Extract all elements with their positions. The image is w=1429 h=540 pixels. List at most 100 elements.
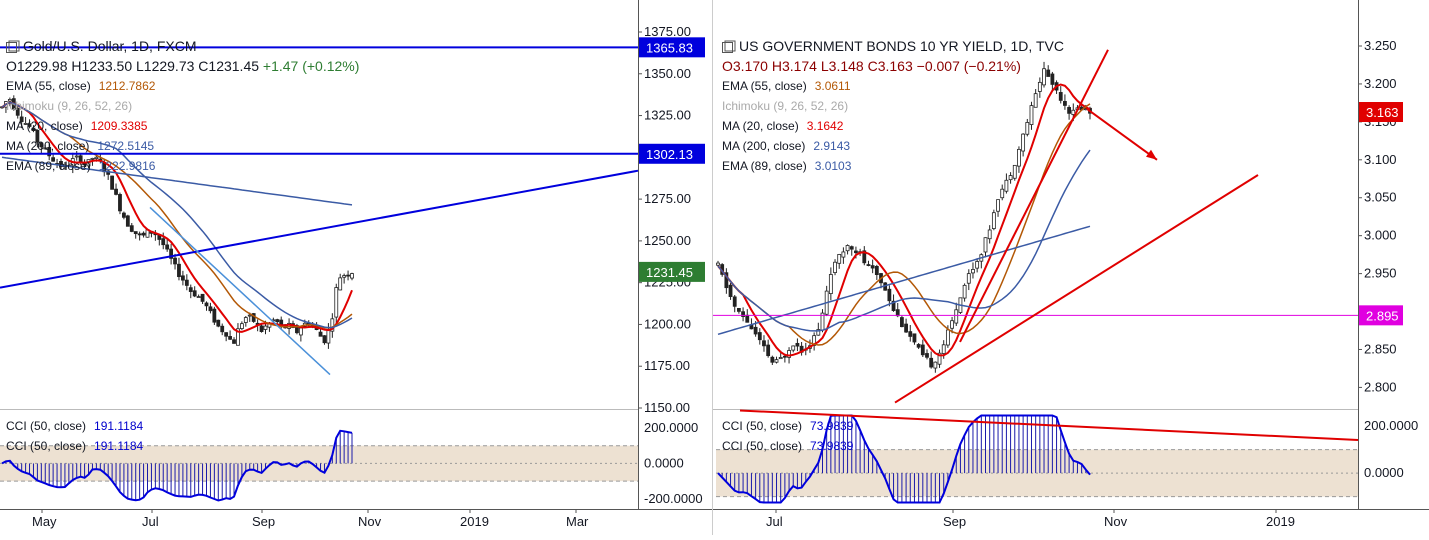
study-name: MA (20, close) <box>6 119 83 133</box>
x-tick-label: Mar <box>566 514 589 529</box>
candle-body <box>1046 69 1051 77</box>
price-tag-bg <box>639 143 705 164</box>
candle-body <box>791 345 796 351</box>
ema89-line <box>1 101 353 329</box>
x-tick-label: 2019 <box>460 514 489 529</box>
collapse-icon[interactable] <box>6 41 17 53</box>
candle-body <box>732 296 737 307</box>
candle-body <box>904 323 908 333</box>
trendline-falling <box>149 206 331 376</box>
candle-body <box>757 332 762 341</box>
candle-body <box>188 287 193 292</box>
yield-study-ma20[interactable]: MA (20, close) 3.1642 <box>722 116 1064 136</box>
candle-body <box>912 333 917 343</box>
yield-cci-row[interactable]: CCI (50, close) 73.9839 <box>722 416 853 436</box>
cci-line <box>717 414 1091 504</box>
candle-body <box>929 357 934 368</box>
yield-study-ma200[interactable]: MA (200, close) 2.9143 <box>722 136 1064 156</box>
candle-body <box>35 129 40 143</box>
candle-body <box>983 237 988 253</box>
y-tick-label: 1175.00 <box>644 358 690 373</box>
candle-body <box>298 327 303 336</box>
ma200-line <box>717 225 1091 336</box>
candle-body <box>350 273 354 279</box>
study-name: EMA (89, close) <box>6 159 91 173</box>
y-tick-label: 3.100 <box>1364 152 1397 167</box>
candle-body <box>141 232 146 236</box>
candles <box>0 95 354 349</box>
candle-body <box>991 212 996 229</box>
study-value: 1209.3385 <box>90 119 148 133</box>
cci-name: CCI (50, close) <box>6 419 87 433</box>
cci-tick-label: -200.0000 <box>644 491 703 506</box>
candle-body <box>177 263 181 278</box>
gold-study-ema89[interactable]: EMA (89, close) 1222.9816 <box>6 156 359 176</box>
candle-body <box>59 161 63 168</box>
candle-body <box>787 350 791 358</box>
candle-body <box>259 325 264 332</box>
gold-cci-row-2[interactable]: CCI (50, close) 191.1184 <box>6 436 143 456</box>
collapse-icon[interactable] <box>722 41 733 53</box>
price-tag-label: 1231.45 <box>646 265 693 280</box>
x-tick-label: Nov <box>1104 514 1128 529</box>
y-tick-label: 3.000 <box>1364 228 1397 243</box>
y-tick-label: 2.850 <box>1364 341 1397 356</box>
candle-body <box>334 287 339 318</box>
candle-body <box>728 284 733 297</box>
candle-body <box>133 231 138 235</box>
ma20-line <box>717 83 1091 357</box>
price-tag-bg <box>639 37 705 58</box>
candle-body <box>94 156 99 160</box>
cci-name: CCI (50, close) <box>722 419 803 433</box>
candle-body <box>954 309 959 324</box>
candle-body <box>196 296 201 299</box>
yield-study-ema89[interactable]: EMA (89, close) 3.0103 <box>722 156 1064 176</box>
study-value: 3.0103 <box>814 159 852 173</box>
candle-body <box>816 329 821 336</box>
candle-body <box>165 244 170 250</box>
candle-body <box>342 275 347 278</box>
gold-study-ma200[interactable]: MA (200, close) 1272.5145 <box>6 136 359 156</box>
study-value: 1212.7862 <box>98 79 156 93</box>
candle-body <box>51 157 56 162</box>
candle-body <box>346 274 350 277</box>
candle-body <box>1029 105 1034 125</box>
cci-name: CCI (50, close) <box>722 439 803 453</box>
candle-body <box>1017 148 1021 167</box>
gold-open: O1229.98 <box>6 58 68 74</box>
gold-study-ema55[interactable]: EMA (55, close) 1212.7862 <box>6 76 359 96</box>
yield-study-ichimoku[interactable]: Ichimoku (9, 26, 52, 26) <box>722 96 1064 116</box>
y-tick-label: 1200.00 <box>644 316 691 331</box>
candle-body <box>192 290 197 297</box>
yield-study-ema55[interactable]: EMA (55, close) 3.0611 <box>722 76 1064 96</box>
gold-study-ma20[interactable]: MA (20, close) 1209.3385 <box>6 116 359 136</box>
cci-value: 191.1184 <box>94 419 144 433</box>
gold-collapse-box <box>8 40 20 52</box>
cci-tick-label: 0.0000 <box>1364 465 1404 480</box>
candle-body <box>224 332 229 337</box>
gold-study-ichimoku[interactable]: Ichimoku (9, 26, 52, 26) <box>6 96 359 116</box>
yield-title-row[interactable]: US GOVERNMENT BONDS 10 YR YIELD, 1D, TVC <box>722 36 1064 56</box>
candle-body <box>208 306 213 312</box>
candle-body <box>216 319 221 327</box>
candle-body <box>900 317 904 328</box>
candle-body <box>841 251 846 258</box>
candle-body <box>1042 68 1046 86</box>
cci-series <box>721 415 1091 503</box>
x-tick-label: Sep <box>252 514 275 529</box>
yield-cci-row-2[interactable]: CCI (50, close) 73.9839 <box>722 436 853 456</box>
candle-body <box>920 344 925 356</box>
candle-body <box>962 284 967 299</box>
candle-body <box>243 317 248 323</box>
gold-high: H1233.50 <box>71 58 133 74</box>
candle-body <box>204 302 209 307</box>
gold-cci-row[interactable]: CCI (50, close) 191.1184 <box>6 416 143 436</box>
y-tick-label: 1275.00 <box>644 191 691 206</box>
candle-body <box>82 163 87 166</box>
study-value: 1222.9816 <box>98 159 156 173</box>
gold-title-row[interactable]: Gold/U.S. Dollar, 1D, FXCM <box>6 36 359 56</box>
yield-cci-legend: CCI (50, close) 73.9839 CCI (50, close) 73… <box>722 416 853 456</box>
gold-cci-legend: CCI (50, close) 191.1184 CCI (50, close) 1… <box>6 416 143 456</box>
gold-legend: Gold/U.S. Dollar, 1D, FXCM O1229.98 H123… <box>6 36 359 176</box>
